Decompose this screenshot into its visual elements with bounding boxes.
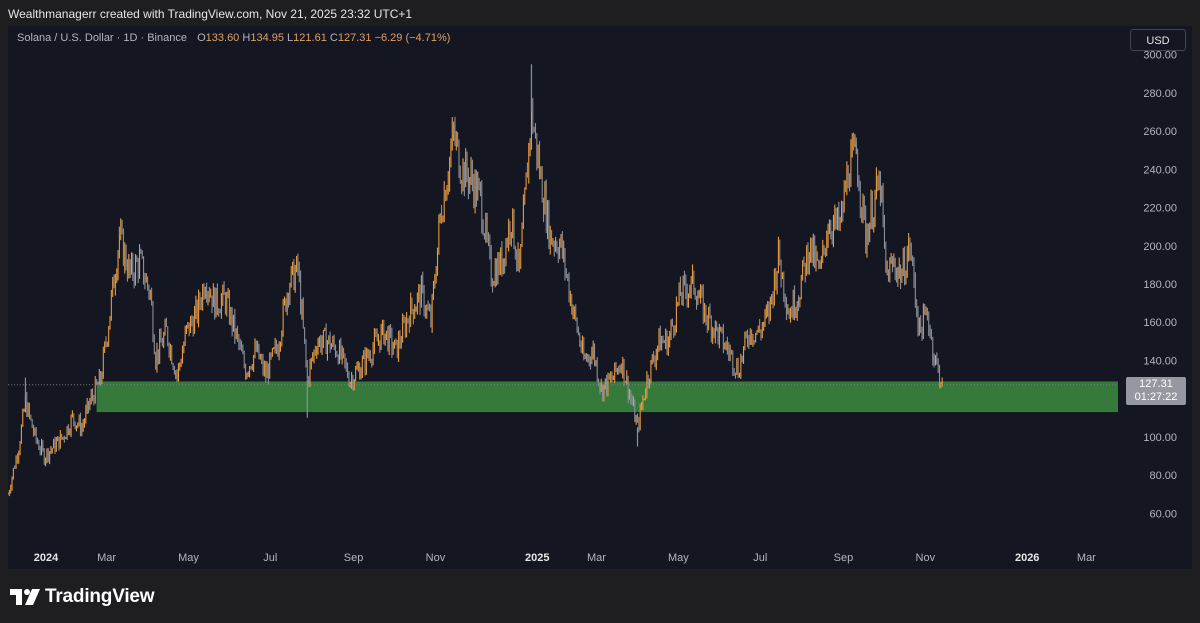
bar-countdown: 01:27:22 <box>1134 391 1178 403</box>
last-price-value: 127.31 <box>1139 378 1173 390</box>
y-tick-label: 300.00 <box>1143 50 1177 62</box>
x-tick-label: Jul <box>263 552 277 564</box>
price-bars <box>8 96 943 497</box>
tradingview-wordmark: TradingView <box>45 586 155 607</box>
high-label: H <box>242 32 251 44</box>
tradingview-logo[interactable]: TradingView <box>10 586 155 608</box>
support-zone <box>96 381 1118 413</box>
y-tick-label: 180.00 <box>1143 279 1177 291</box>
price-chart[interactable]: 60.00 80.00 100.00 140.00 160.00 180.00 200.00… <box>8 26 1192 569</box>
x-tick-label: May <box>668 552 689 564</box>
x-tick-label: Jul <box>753 552 767 564</box>
y-tick-label: 220.00 <box>1143 203 1177 215</box>
chart-area[interactable]: 60.00 80.00 100.00 140.00 160.00 180.00 200.00… <box>8 26 1192 569</box>
x-tick-label: Sep <box>834 552 854 564</box>
y-tick-label: 60.00 <box>1149 508 1177 520</box>
y-tick-label: 160.00 <box>1143 317 1177 329</box>
x-tick-label: Sep <box>344 552 364 564</box>
close-label: C <box>329 32 338 44</box>
tradingview-logo-icon <box>10 589 40 605</box>
x-tick-label: 2025 <box>525 552 549 564</box>
y-tick-label: 100.00 <box>1143 432 1177 444</box>
low-value: 121.61 <box>293 32 327 44</box>
footer: TradingView <box>0 569 1200 623</box>
y-tick-label: 240.00 <box>1143 164 1177 176</box>
close-value: 127.31 <box>337 32 372 44</box>
x-tick-label: Nov <box>916 552 936 564</box>
top-bar: Wealthmanagerr created with TradingView.… <box>0 0 1200 26</box>
y-tick-label: 80.00 <box>1149 470 1177 482</box>
currency-button[interactable]: USD <box>1130 29 1186 51</box>
high-value: 134.95 <box>250 32 284 44</box>
symbol-title: Solana / U.S. Dollar · 1D · Binance <box>17 32 187 44</box>
low-label: L <box>287 32 294 44</box>
change-value: −6.29 (−4.71%) <box>374 32 451 44</box>
y-tick-label: 260.00 <box>1143 126 1177 138</box>
y-tick-label: 280.00 <box>1143 88 1177 100</box>
x-tick-label: Mar <box>1077 552 1096 564</box>
credit-line: Wealthmanagerr created with TradingView.… <box>8 7 413 21</box>
x-tick-label: May <box>178 552 199 564</box>
y-tick-label: 140.00 <box>1143 355 1177 367</box>
last-price-tag: 127.31 01:27:22 <box>1126 377 1186 405</box>
y-tick-label: 200.00 <box>1143 241 1177 253</box>
symbol-legend[interactable]: Solana / U.S. Dollar · 1D · Binance O133… <box>17 32 450 44</box>
open-value: 133.60 <box>205 32 240 44</box>
x-tick-label: 2024 <box>34 552 59 564</box>
open-label: O <box>197 32 206 44</box>
x-tick-label: Nov <box>426 552 446 564</box>
x-tick-label: Mar <box>97 552 116 564</box>
x-tick-label: Mar <box>587 552 606 564</box>
x-tick-label: 2026 <box>1015 552 1039 564</box>
